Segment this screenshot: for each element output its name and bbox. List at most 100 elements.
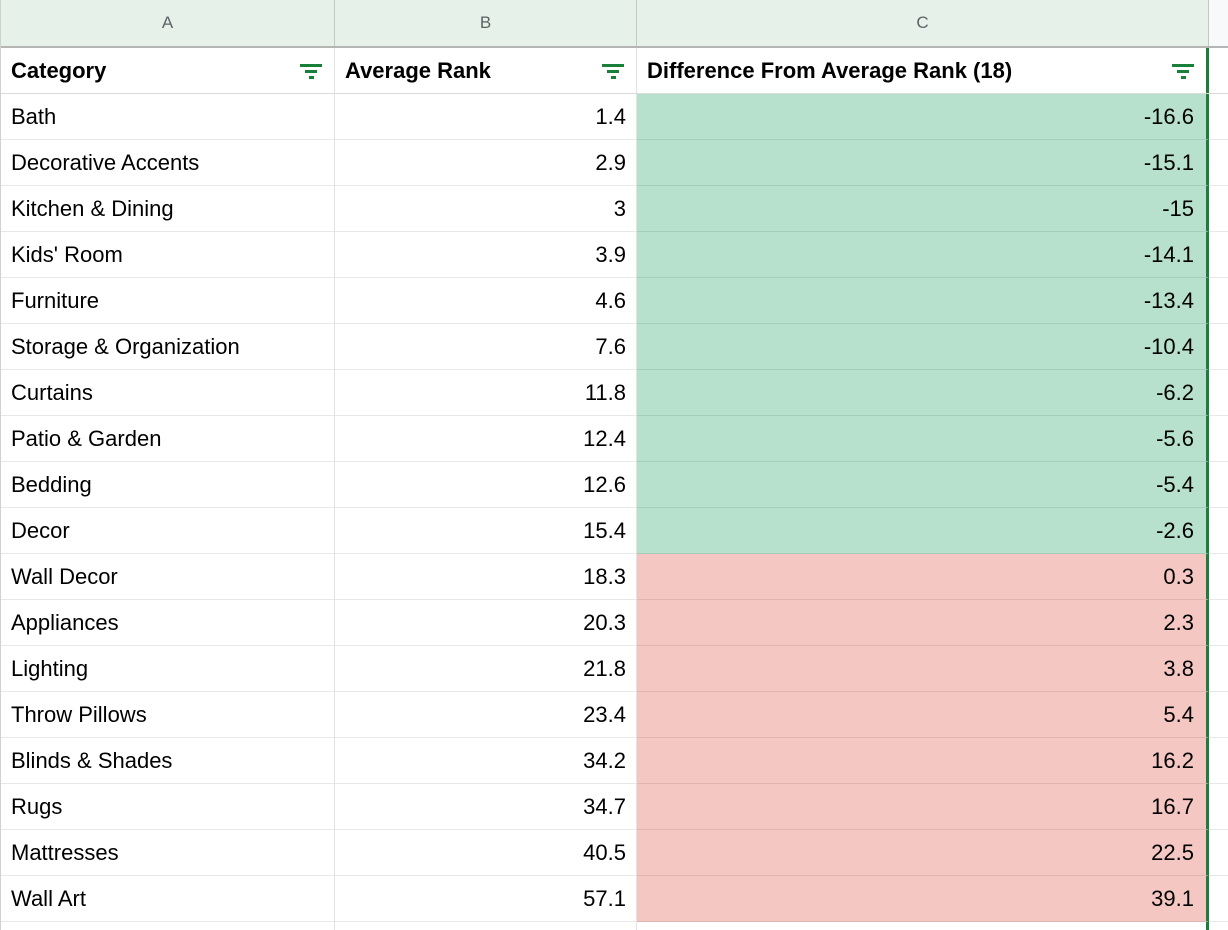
- table-row: Curtains 11.8 -6.2: [1, 370, 1228, 416]
- cell-category[interactable]: Bedding: [1, 462, 335, 508]
- empty-cell[interactable]: [1209, 232, 1228, 278]
- empty-cell[interactable]: [1209, 692, 1228, 738]
- empty-cell[interactable]: [1209, 278, 1228, 324]
- cell-category[interactable]: Throw Pillows: [1, 692, 335, 738]
- cell-average-rank[interactable]: 11.8: [335, 370, 637, 416]
- cell-category[interactable]: Furniture: [1, 278, 335, 324]
- header-cell-d-partial[interactable]: [1209, 48, 1228, 93]
- empty-cell[interactable]: [1209, 784, 1228, 830]
- cell-average-rank[interactable]: 12.4: [335, 416, 637, 462]
- empty-cell[interactable]: [1209, 830, 1228, 876]
- empty-cell[interactable]: [1209, 324, 1228, 370]
- empty-cell[interactable]: [1209, 140, 1228, 186]
- table-header-row: Category Average Rank Difference From: [1, 48, 1228, 94]
- cell-category[interactable]: Rugs: [1, 784, 335, 830]
- table-row: Wall Art 57.1 39.1: [1, 876, 1228, 922]
- cell-difference[interactable]: 3.8: [637, 646, 1209, 692]
- cell-category[interactable]: Patio & Garden: [1, 416, 335, 462]
- cell-average-rank[interactable]: 15.4: [335, 508, 637, 554]
- empty-cell[interactable]: [335, 922, 637, 930]
- cell-average-rank[interactable]: 1.4: [335, 94, 637, 140]
- header-cell-category[interactable]: Category: [1, 48, 335, 93]
- cell-category[interactable]: Decorative Accents: [1, 140, 335, 186]
- cell-difference[interactable]: 2.3: [637, 600, 1209, 646]
- cell-average-rank[interactable]: 12.6: [335, 462, 637, 508]
- filter-icon[interactable]: [1170, 61, 1196, 81]
- cell-difference[interactable]: 39.1: [637, 876, 1209, 922]
- cell-average-rank[interactable]: 2.9: [335, 140, 637, 186]
- cell-difference[interactable]: -13.4: [637, 278, 1209, 324]
- header-cell-average-rank[interactable]: Average Rank: [335, 48, 637, 93]
- cell-difference[interactable]: -16.6: [637, 94, 1209, 140]
- empty-cell[interactable]: [1209, 508, 1228, 554]
- column-header-b[interactable]: B: [335, 0, 637, 46]
- cell-difference[interactable]: 16.7: [637, 784, 1209, 830]
- cell-average-rank[interactable]: 4.6: [335, 278, 637, 324]
- column-header-a[interactable]: A: [1, 0, 335, 46]
- empty-cell[interactable]: [1209, 416, 1228, 462]
- cell-average-rank[interactable]: 57.1: [335, 876, 637, 922]
- cell-difference[interactable]: 0.3: [637, 554, 1209, 600]
- header-label-difference: Difference From Average Rank (18): [647, 57, 1013, 83]
- empty-cell[interactable]: [1209, 94, 1228, 140]
- column-header-d-partial[interactable]: [1209, 0, 1228, 46]
- cell-difference[interactable]: -15.1: [637, 140, 1209, 186]
- empty-cell[interactable]: [1209, 186, 1228, 232]
- cell-category[interactable]: Curtains: [1, 370, 335, 416]
- table-row: Rugs 34.7 16.7: [1, 784, 1228, 830]
- cell-difference[interactable]: -2.6: [637, 508, 1209, 554]
- empty-cell[interactable]: [637, 922, 1209, 930]
- header-cell-difference[interactable]: Difference From Average Rank (18): [637, 48, 1209, 93]
- empty-cell[interactable]: [1209, 600, 1228, 646]
- cell-average-rank[interactable]: 3: [335, 186, 637, 232]
- empty-cell[interactable]: [1209, 554, 1228, 600]
- partial-row: [1, 922, 1228, 930]
- cell-category[interactable]: Lighting: [1, 646, 335, 692]
- cell-category[interactable]: Storage & Organization: [1, 324, 335, 370]
- cell-difference[interactable]: -14.1: [637, 232, 1209, 278]
- cell-average-rank[interactable]: 7.6: [335, 324, 637, 370]
- cell-difference[interactable]: -10.4: [637, 324, 1209, 370]
- empty-cell[interactable]: [1209, 876, 1228, 922]
- cell-category[interactable]: Blinds & Shades: [1, 738, 335, 784]
- empty-cell[interactable]: [1, 922, 335, 930]
- table-row: Decor 15.4 -2.6: [1, 508, 1228, 554]
- cell-category[interactable]: Wall Decor: [1, 554, 335, 600]
- filter-icon[interactable]: [298, 61, 324, 81]
- cell-average-rank[interactable]: 23.4: [335, 692, 637, 738]
- table-row: Throw Pillows 23.4 5.4: [1, 692, 1228, 738]
- cell-average-rank[interactable]: 18.3: [335, 554, 637, 600]
- cell-difference[interactable]: -15: [637, 186, 1209, 232]
- table-row: Patio & Garden 12.4 -5.6: [1, 416, 1228, 462]
- cell-category[interactable]: Bath: [1, 94, 335, 140]
- cell-average-rank[interactable]: 40.5: [335, 830, 637, 876]
- empty-cell[interactable]: [1209, 922, 1228, 930]
- cell-average-rank[interactable]: 34.2: [335, 738, 637, 784]
- cell-category[interactable]: Appliances: [1, 600, 335, 646]
- cell-average-rank[interactable]: 20.3: [335, 600, 637, 646]
- cell-category[interactable]: Decor: [1, 508, 335, 554]
- cell-average-rank[interactable]: 3.9: [335, 232, 637, 278]
- table-row: Bath 1.4 -16.6: [1, 94, 1228, 140]
- filter-icon[interactable]: [600, 61, 626, 81]
- empty-cell[interactable]: [1209, 462, 1228, 508]
- header-label-category: Category: [11, 57, 107, 83]
- cell-difference[interactable]: -6.2: [637, 370, 1209, 416]
- table-body: Bath 1.4 -16.6 Decorative Accents 2.9 -1…: [1, 94, 1228, 922]
- cell-difference[interactable]: 16.2: [637, 738, 1209, 784]
- empty-cell[interactable]: [1209, 646, 1228, 692]
- empty-cell[interactable]: [1209, 738, 1228, 784]
- cell-category[interactable]: Wall Art: [1, 876, 335, 922]
- cell-category[interactable]: Mattresses: [1, 830, 335, 876]
- cell-difference[interactable]: 5.4: [637, 692, 1209, 738]
- cell-average-rank[interactable]: 34.7: [335, 784, 637, 830]
- cell-difference[interactable]: -5.6: [637, 416, 1209, 462]
- cell-category[interactable]: Kitchen & Dining: [1, 186, 335, 232]
- cell-average-rank[interactable]: 21.8: [335, 646, 637, 692]
- empty-cell[interactable]: [1209, 370, 1228, 416]
- cell-category[interactable]: Kids' Room: [1, 232, 335, 278]
- cell-difference[interactable]: 22.5: [637, 830, 1209, 876]
- cell-difference[interactable]: -5.4: [637, 462, 1209, 508]
- column-header-c[interactable]: C: [637, 0, 1209, 46]
